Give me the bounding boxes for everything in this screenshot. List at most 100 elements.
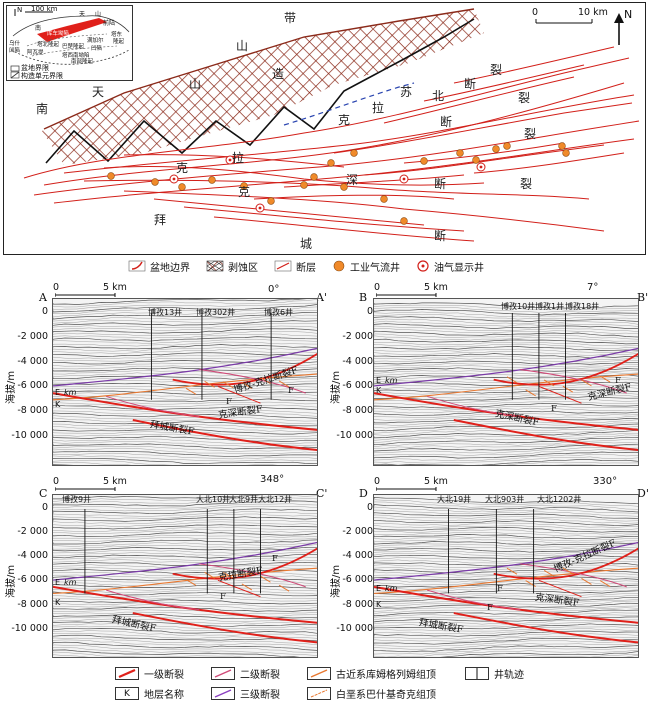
reflector [374,436,638,446]
depth-tick: -8 000 [342,598,373,610]
reflector [53,328,317,334]
reflector [53,596,317,602]
reflector [53,415,317,422]
reflector [53,579,317,584]
reflector [374,451,638,459]
section-scale: 5 km [103,282,127,293]
section-azimuth: 0° [268,284,280,295]
reflector [53,581,317,587]
place-char: 裂 [524,127,537,141]
reflector [53,594,317,599]
reflector [374,330,638,338]
reflector [53,630,317,637]
reflector [374,328,638,335]
small-fault [506,567,518,575]
reflector [53,417,317,425]
reflector [53,556,317,562]
reflector [374,365,638,369]
reflector [374,442,638,449]
reflector [374,562,638,567]
secondary-fault [427,395,521,418]
depth-tick: -2 000 [17,330,48,342]
reflector [53,516,317,522]
reflector [53,447,317,454]
reflector [53,336,317,342]
reflector [53,407,317,414]
legend-eroded: 剥蚀区 [206,259,258,274]
section-start-label: C [39,487,48,500]
map-scale-zero: 0 [532,7,539,18]
reflector [53,641,317,651]
reflector [53,637,317,646]
map-legend: 盆地边界 剥蚀区 断层 工业气流井 油气显示井 [128,258,538,274]
reflector [374,456,638,464]
reflector [53,330,317,336]
reflector [374,335,638,342]
reflector [374,363,638,368]
reflector [53,639,317,648]
place-char: 苏 [400,85,413,99]
well-label: 博孜10井 [501,302,536,311]
reflector [374,446,638,454]
reflector [374,554,638,560]
small-fault [543,379,555,387]
depth-tick: -6 000 [17,380,48,392]
reflector [53,534,317,539]
reflector [374,402,638,409]
depth-tick: -10 000 [11,622,48,634]
reflector [53,611,317,617]
small-fault [260,575,271,583]
reflector [374,499,638,507]
reflector [374,333,638,340]
reflector [53,304,317,313]
reflector [374,545,638,551]
reflector [53,360,317,365]
place-char: 山 [236,39,249,53]
place-char: 裂 [520,177,533,191]
section-start-label: D [359,487,368,500]
reflector [374,559,638,564]
reflector [53,561,317,566]
legend-tertiary-fault: 三级断裂 [211,686,280,701]
reflector [53,462,132,465]
reflector [374,398,638,403]
reflector [374,417,638,424]
reflector [374,536,638,542]
secondary-fault [199,563,306,588]
reflector [53,299,317,308]
reflector [53,519,317,524]
place-char: 克 [338,113,351,127]
reflector [53,299,307,305]
reflector [374,628,638,635]
section-azimuth: 330° [593,476,618,487]
seismic-svg [53,495,317,657]
section-c: C C' 0 5 km 348° 博孜9井 大北10井 大北9井 大北12井 克… [0,470,327,660]
reflector [53,500,317,507]
reflector [53,338,317,344]
reflector [53,601,317,607]
reflector [53,426,317,432]
reflector [374,343,638,349]
reflector [53,620,317,627]
reflector [374,302,638,309]
depth-tick: -2 000 [342,526,373,538]
reflector [374,566,638,571]
reflector [53,404,317,411]
primary-fault [132,418,317,451]
reflector [53,508,317,515]
reflector [374,355,638,360]
reflector [53,495,262,500]
reflector [374,509,638,517]
reflector [374,432,638,441]
legend-paleogene-top: 古近系库姆格列姆组顶 [307,666,436,681]
place-char: 天 [92,85,105,99]
place-char: 山 [189,77,202,91]
reflector [374,386,638,391]
reflector [539,464,599,465]
reflector [374,377,638,382]
depth-tick: -4 000 [17,355,48,367]
reflector [374,514,638,522]
reflector [53,576,317,581]
place-char: 南 [36,102,49,116]
section-d: D D' 0 5 km 330° 大北19井 大北903井 大北1202井 博孜… [325,470,650,660]
